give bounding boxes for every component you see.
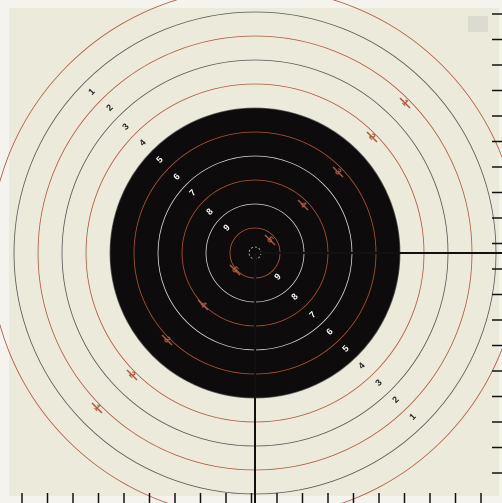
print-label bbox=[468, 16, 488, 32]
target-scan: 1234567899876543211234554321 bbox=[0, 0, 502, 503]
